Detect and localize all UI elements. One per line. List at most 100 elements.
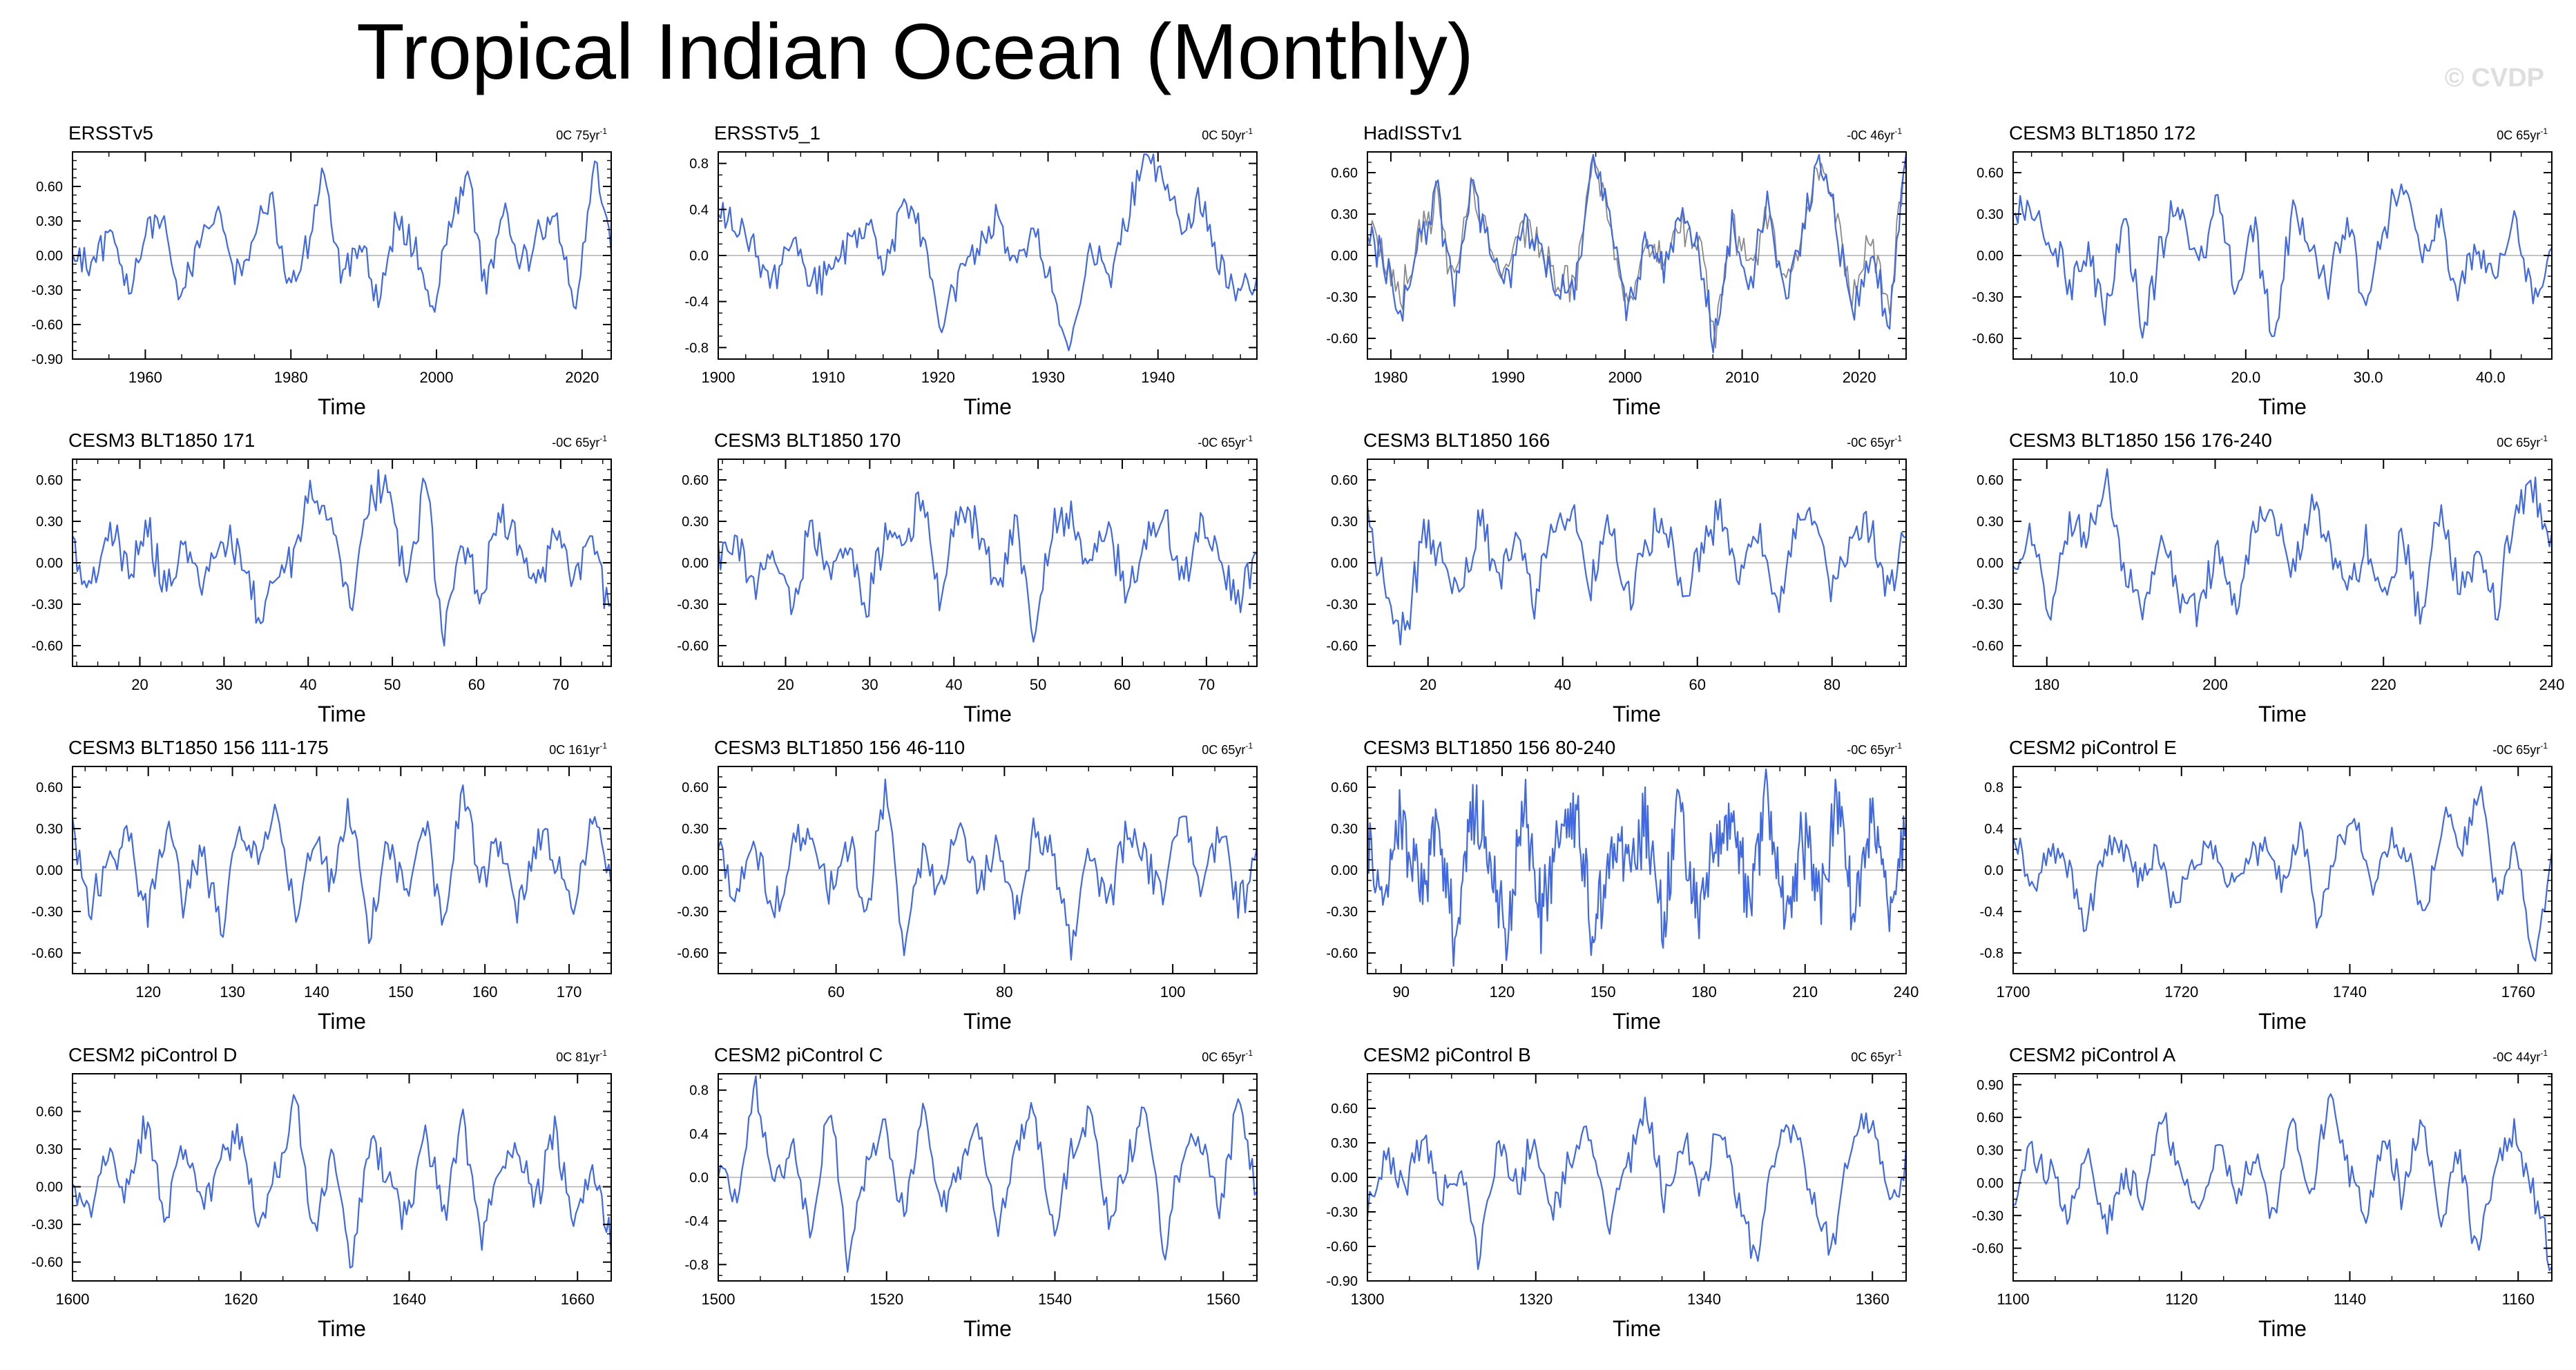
- y-tick-label: -0.60: [1972, 1242, 2003, 1257]
- panel-trend: -0C 65yr-1: [1847, 434, 1902, 450]
- y-tick-label: 0.30: [1331, 514, 1358, 530]
- series-line: [717, 778, 1258, 961]
- x-axis-label: Time: [1613, 702, 1661, 726]
- y-tick-label: -0.30: [1326, 905, 1358, 920]
- y-tick-label: -0.60: [1326, 331, 1358, 347]
- y-tick-label: 0.30: [1977, 207, 2003, 222]
- chart-panel-14: CESM2 piControl C 0C 65yr-1 -0.8 -0.4 0.0 0.4…: [685, 1044, 1258, 1341]
- panel-trend: 0C 50yr-1: [1202, 126, 1253, 142]
- panel-trend-unit: -1: [599, 1048, 607, 1058]
- y-tick-label: 0.4: [689, 202, 709, 218]
- x-tick-label: 1900: [702, 369, 736, 386]
- x-tick-label: 60: [468, 676, 485, 693]
- x-tick-label: 70: [1198, 676, 1215, 693]
- x-tick-label: 40.0: [2476, 369, 2506, 386]
- x-tick-label: 40: [300, 676, 316, 693]
- x-axis-label: Time: [2258, 394, 2307, 419]
- panel-trend: 0C 81yr-1: [556, 1048, 607, 1064]
- plot-frame: [2012, 1073, 2553, 1282]
- panel-trend-unit: -1: [599, 126, 607, 136]
- x-tick-label: 1540: [1038, 1291, 1072, 1308]
- x-tick-label: 130: [220, 983, 245, 1001]
- panel-trend-unit: -1: [1245, 741, 1253, 751]
- chart-panel-15: CESM2 piControl B 0C 65yr-1 -0.90 -0.60 -0.3…: [1326, 1044, 1907, 1341]
- x-tick-label: 120: [1490, 983, 1515, 1001]
- series-line: [1366, 498, 1907, 646]
- x-tick-label: 1600: [56, 1291, 90, 1308]
- panel-trend: 0C 75yr-1: [556, 126, 607, 142]
- y-tick-label: -0.60: [1972, 639, 2003, 654]
- y-tick-label: -0.30: [31, 1217, 63, 1233]
- y-tick-label: 0.60: [1331, 780, 1358, 795]
- x-tick-label: 120: [135, 983, 161, 1001]
- x-tick-label: 30.0: [2354, 369, 2383, 386]
- y-tick-label: 0.8: [1984, 780, 2003, 795]
- x-axis-label: Time: [963, 1009, 1012, 1034]
- series-line: [2012, 1093, 2553, 1271]
- panel-title: CESM3 BLT1850 172: [2009, 122, 2195, 144]
- page-title: Tropical Indian Ocean (Monthly): [356, 8, 1474, 96]
- x-tick-label: 60: [1689, 676, 1706, 693]
- x-tick-label: 220: [2371, 676, 2396, 693]
- y-tick-label: 0.60: [1331, 166, 1358, 181]
- y-tick-label: 0.30: [1331, 207, 1358, 222]
- x-tick-label: 10.0: [2108, 369, 2138, 386]
- chart-panel-3: HadISSTv1 -0C 46yr-1 -0.60 -0.30 0.00 0.30 0.6…: [1326, 122, 1907, 419]
- series-line: [72, 469, 612, 647]
- x-tick-label: 90: [1393, 983, 1410, 1001]
- y-tick-label: 0.00: [1331, 863, 1358, 878]
- y-tick-label: 0.8: [689, 1083, 709, 1099]
- panel-title: CESM3 BLT1850 156 80-240: [1363, 737, 1615, 758]
- y-tick-label: -0.8: [685, 340, 709, 356]
- panel-title: CESM3 BLT1850 170: [714, 430, 901, 451]
- x-tick-label: 1990: [1491, 369, 1525, 386]
- x-axis-label: Time: [1613, 1009, 1661, 1034]
- x-axis-label: Time: [2258, 1316, 2307, 1341]
- panel-trend: -0C 65yr-1: [2492, 741, 2548, 757]
- x-tick-label: 80: [1824, 676, 1840, 693]
- y-tick-label: 0.30: [36, 214, 63, 229]
- x-tick-label: 1980: [274, 369, 308, 386]
- chart-panel-6: CESM3 BLT1850 170 -0C 65yr-1 -0.60 -0.30 0.0…: [677, 430, 1258, 726]
- y-tick-label: 0.30: [682, 822, 709, 837]
- y-tick-label: 0.4: [689, 1127, 709, 1142]
- series-line-overlay: [1367, 154, 1907, 349]
- x-tick-label: 1760: [2501, 983, 2535, 1001]
- y-tick-label: -0.60: [677, 946, 709, 961]
- y-tick-label: 0.30: [1331, 1136, 1358, 1151]
- y-tick-label: 0.30: [1977, 514, 2003, 530]
- x-tick-label: 240: [2539, 676, 2565, 693]
- x-tick-label: 180: [2034, 676, 2059, 693]
- panel-trend-unit: -1: [2540, 1048, 2548, 1058]
- y-tick-label: -0.4: [685, 295, 709, 310]
- x-tick-label: 1920: [921, 369, 955, 386]
- y-tick-label: -0.60: [1326, 1239, 1358, 1255]
- x-tick-label: 2020: [1843, 369, 1876, 386]
- y-tick-label: 0.00: [1977, 1176, 2003, 1191]
- chart-panel-13: CESM2 piControl D 0C 81yr-1 -0.60 -0.30 0.00…: [31, 1044, 613, 1341]
- x-tick-label: 180: [1691, 983, 1717, 1001]
- x-tick-label: 1500: [702, 1291, 736, 1308]
- x-tick-label: 1320: [1519, 1291, 1553, 1308]
- x-tick-label: 1300: [1351, 1291, 1385, 1308]
- x-axis-label: Time: [2258, 1009, 2307, 1034]
- y-tick-label: -0.8: [685, 1257, 709, 1273]
- series-line: [717, 491, 1258, 643]
- x-axis-label: Time: [963, 394, 1012, 419]
- x-tick-label: 2010: [1725, 369, 1759, 386]
- x-tick-label: 1980: [1374, 369, 1407, 386]
- panel-title: CESM3 BLT1850 166: [1363, 430, 1550, 451]
- chart-panel-2: ERSSTv5_1 0C 50yr-1 -0.8 -0.4 0.0 0.4 0.8 1900 1…: [685, 122, 1258, 419]
- x-tick-label: 1100: [1997, 1291, 2029, 1308]
- panel-trend: -0C 65yr-1: [552, 434, 607, 450]
- y-tick-label: -0.60: [1326, 946, 1358, 961]
- y-tick-label: -0.60: [31, 639, 63, 654]
- panel-trend: 0C 65yr-1: [1202, 741, 1253, 757]
- panel-title: CESM3 BLT1850 156 176-240: [2009, 430, 2272, 451]
- panel-title: CESM3 BLT1850 156 111-175: [68, 737, 329, 758]
- panel-trend-unit: -1: [1245, 1048, 1253, 1058]
- x-tick-label: 170: [557, 983, 582, 1001]
- y-tick-label: 0.60: [682, 473, 709, 488]
- panel-title: CESM2 piControl C: [714, 1044, 883, 1065]
